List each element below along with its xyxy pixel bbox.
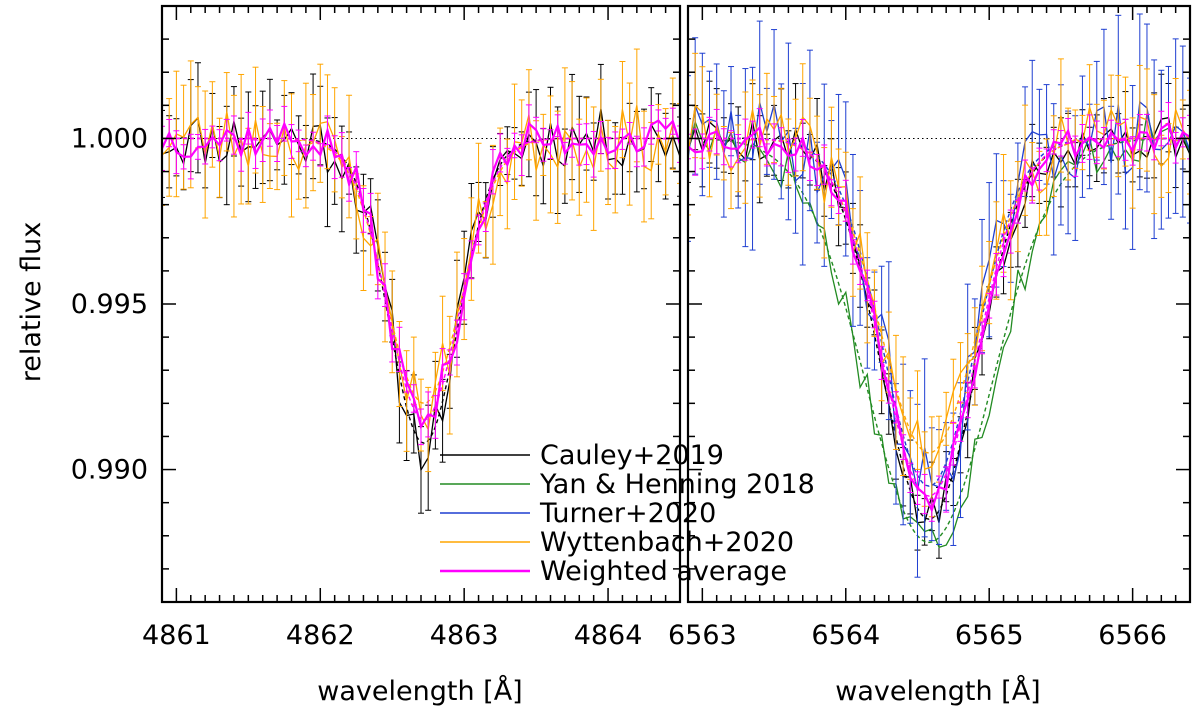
legend-label: Wyttenbach+2020 <box>540 527 794 558</box>
panel-left: 4861 4862 4863 4864 0.990 0.995 1.000 <box>71 4 682 651</box>
panel-right: 6563 6564 6565 6566 <box>668 4 1192 651</box>
x-axis-title-left: wavelength [Å] <box>317 675 522 707</box>
series-weighted-average <box>162 104 680 446</box>
x-tick-label: 6563 <box>668 620 737 651</box>
x-tick-label: 6564 <box>811 620 880 651</box>
y-tick-label: 0.995 <box>71 289 148 320</box>
x-tick-label: 6565 <box>955 620 1024 651</box>
x-tick-label: 4863 <box>430 620 499 651</box>
x-tick-label: 4862 <box>286 620 355 651</box>
model-fit-line <box>688 137 1188 497</box>
legend-label: Cauley+2019 <box>540 440 724 471</box>
model-fit-line <box>162 137 678 421</box>
model-fit-line <box>688 137 1188 544</box>
model-fit-line <box>688 137 1188 520</box>
legend-label: Weighted average <box>540 556 787 587</box>
x-tick-label: 4864 <box>574 620 643 651</box>
model-fit-line <box>688 137 1188 487</box>
series-line <box>162 119 680 430</box>
series-wyttenbach-2020 <box>688 52 1190 518</box>
series-wyttenbach-2020 <box>162 48 680 473</box>
series-yan-henning-2018 <box>688 113 1190 549</box>
series-line <box>688 113 1190 549</box>
model-fit-line <box>162 137 678 405</box>
model-fit-line <box>688 137 1188 454</box>
model-fit-line <box>162 137 678 444</box>
legend-label: Turner+2020 <box>539 498 716 529</box>
y-tick-label: 1.000 <box>71 123 148 154</box>
series-line <box>688 104 1190 470</box>
y-axis-title: relative flux <box>16 222 47 383</box>
x-axis-title-right: wavelength [Å] <box>835 675 1040 707</box>
x-tick-label: 6566 <box>1098 620 1167 651</box>
series-weighted-average <box>688 102 1190 522</box>
legend-label: Yan & Henning 2018 <box>539 469 815 500</box>
y-tick-label: 0.990 <box>71 455 148 486</box>
x-tick-label: 4861 <box>142 620 211 651</box>
